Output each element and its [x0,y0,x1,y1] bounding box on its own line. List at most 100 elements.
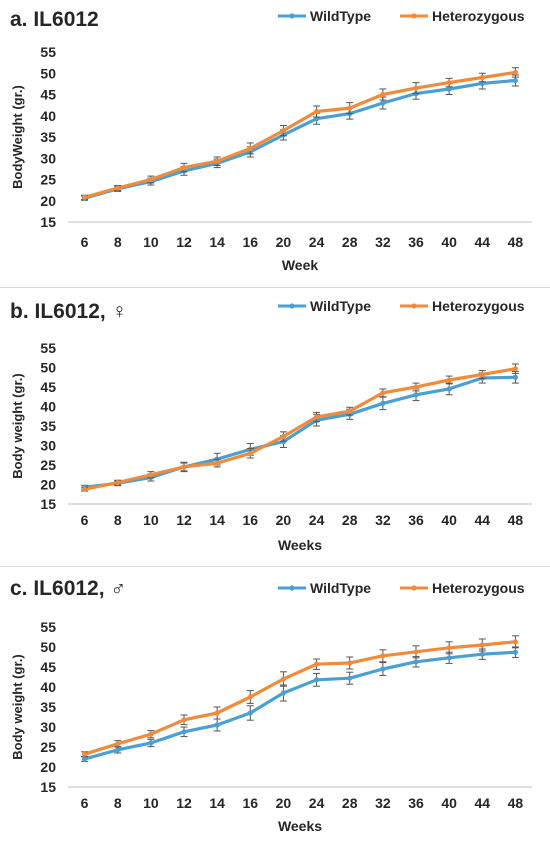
x-tick-label: 44 [474,234,490,250]
data-point [214,158,220,164]
data-point [347,675,353,681]
legend-label: WildType [310,298,371,314]
data-point [512,77,519,84]
x-axis-label: Weeks [278,537,322,553]
data-point [380,666,386,672]
y-tick-label: 30 [40,438,56,454]
y-tick-label: 55 [40,619,56,635]
data-point [446,80,452,86]
data-point [148,176,154,183]
x-tick-label: 40 [441,512,457,528]
x-tick-label: 40 [441,234,457,250]
x-tick-label: 32 [375,795,391,811]
y-tick-label: 15 [40,214,56,230]
data-point [115,741,121,747]
data-point [380,400,386,406]
data-point [380,390,386,396]
series-line [84,640,516,756]
legend-marker [411,13,417,19]
series-wildtype [81,370,519,490]
data-point [347,105,353,111]
data-point [446,386,452,392]
data-point [446,377,452,383]
legend-entry: WildType [278,8,371,24]
legend-label: Heterozygous [432,8,525,24]
data-point [115,479,121,486]
series-line [84,375,516,489]
chart-panel-b: b. IL6012, ♀ WildType Heterozygous Body wei… [0,288,550,565]
series-line [84,70,516,199]
data-point [81,486,88,492]
data-point [380,91,386,98]
legend-label: Heterozygous [432,580,525,596]
data-point [81,751,88,757]
legend-marker [411,303,417,309]
y-tick-label: 40 [40,108,56,124]
data-point [181,165,187,171]
x-tick-label: 12 [176,234,192,250]
legend-marker [289,13,295,19]
y-tick-label: 50 [40,639,56,655]
data-point [413,392,419,398]
data-point [380,653,386,659]
legend-entry: Heterozygous [400,8,525,24]
chart-a: a. IL6012 WildType Heterozygous BodyWeight … [10,8,532,273]
data-point [280,433,287,440]
y-axis-label: Body weight (gr.) [10,654,25,759]
legend-entry: Heterozygous [400,298,525,314]
x-tick-label: 6 [81,512,89,528]
x-tick-label: 48 [508,512,524,528]
data-point [115,747,121,753]
chart-title: c. IL6012, ♂ [10,577,126,600]
y-tick-label: 35 [40,699,56,715]
panel-divider [0,566,550,567]
y-tick-label: 45 [40,379,56,395]
x-tick-label: 8 [114,234,122,250]
legend-label: WildType [310,580,371,596]
data-point [148,731,154,737]
series-line [84,650,516,761]
x-tick-label: 24 [309,234,325,250]
legend-entry: WildType [278,580,371,596]
data-point [512,366,519,372]
y-tick-label: 20 [40,759,56,775]
panel-divider [0,287,550,288]
legend-entry: WildType [278,298,371,314]
data-point [446,86,452,92]
y-tick-label: 50 [40,65,56,81]
data-point [181,464,187,470]
data-point [479,642,485,648]
x-tick-label: 36 [408,234,424,250]
y-tick-label: 25 [40,739,56,755]
legend-entry: Heterozygous [400,580,525,596]
x-tick-label: 16 [242,795,258,811]
x-tick-label: 28 [342,234,358,250]
y-tick-label: 15 [40,779,56,795]
legend-label: Heterozygous [432,298,525,314]
y-tick-label: 45 [40,87,56,103]
data-point [214,722,220,728]
data-point [413,659,419,665]
chart-title: b. IL6012, ♀ [10,300,127,323]
x-tick-label: 24 [309,512,325,528]
x-tick-label: 36 [408,795,424,811]
x-tick-label: 44 [474,512,490,528]
x-tick-label: 32 [375,234,391,250]
x-tick-label: 48 [508,795,524,811]
data-point [81,756,88,762]
y-axis-label: BodyWeight (gr.) [10,85,25,189]
x-tick-label: 44 [474,795,490,811]
x-axis-label: Week [282,257,319,273]
data-point [512,649,519,655]
data-point [512,639,519,645]
x-tick-label: 28 [342,512,358,528]
x-tick-label: 8 [114,512,122,528]
legend-marker [289,303,295,309]
data-point [413,649,419,655]
x-tick-label: 10 [143,512,159,528]
x-tick-label: 20 [276,512,292,528]
chart-panel-c: c. IL6012, ♂ WildType Heterozygous Body wei… [0,567,550,843]
y-tick-label: 45 [40,659,56,675]
series-wildtype [81,646,519,762]
data-point [247,145,253,152]
